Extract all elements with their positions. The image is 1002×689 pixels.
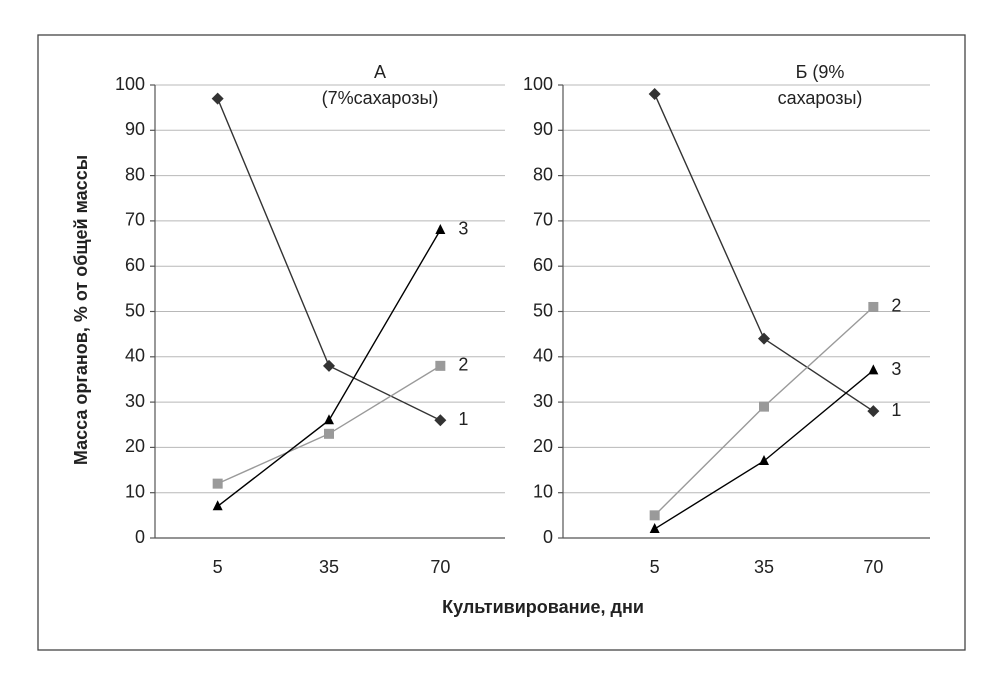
- y-tick-label: 100: [115, 74, 145, 94]
- x-tick-label: 5: [213, 557, 223, 577]
- chart-title: (7%сахарозы): [322, 88, 439, 108]
- marker: [649, 510, 660, 521]
- frame: [37, 34, 966, 651]
- y-tick-label: 90: [533, 119, 553, 139]
- x-axis-label: Культивирование, дни: [442, 597, 644, 617]
- series-label: 1: [458, 409, 468, 429]
- y-tick-label: 0: [543, 527, 553, 547]
- series-label: 1: [891, 400, 901, 420]
- series-line: [654, 369, 874, 530]
- marker: [759, 454, 769, 465]
- x-tick-label: 5: [650, 557, 660, 577]
- y-tick-label: 20: [125, 436, 145, 456]
- marker: [212, 500, 223, 511]
- x-tick-label: 35: [319, 557, 339, 577]
- y-tick-label: 50: [125, 300, 145, 320]
- x-tick-label: 70: [430, 557, 450, 577]
- y-tick-label: 20: [533, 436, 553, 456]
- marker: [434, 414, 447, 427]
- marker: [759, 401, 769, 412]
- y-tick-label: 60: [533, 255, 553, 275]
- marker: [868, 301, 879, 312]
- x-tick-label: 35: [754, 557, 774, 577]
- y-tick-label: 50: [533, 300, 553, 320]
- series-label: 2: [891, 296, 901, 316]
- y-tick-label: 40: [125, 346, 145, 366]
- y-tick-label: 100: [523, 74, 553, 94]
- marker: [324, 428, 334, 439]
- marker: [867, 405, 880, 418]
- marker: [758, 332, 770, 345]
- y-tick-label: 70: [533, 210, 553, 230]
- series-label: 3: [458, 219, 468, 239]
- series-line: [217, 365, 441, 485]
- y-tick-label: 30: [125, 391, 145, 411]
- y-tick-label: 10: [533, 481, 553, 501]
- chart-title: А: [374, 62, 386, 82]
- y-tick-label: 90: [125, 119, 145, 139]
- series-label: 3: [891, 359, 901, 379]
- marker: [211, 92, 224, 105]
- series-line: [217, 98, 441, 421]
- y-tick-label: 40: [533, 346, 553, 366]
- marker: [435, 360, 446, 371]
- y-tick-label: 70: [125, 210, 145, 230]
- y-axis-label: Масса органов, % от общей массы: [71, 155, 91, 465]
- marker: [323, 359, 335, 372]
- y-tick-label: 30: [533, 391, 553, 411]
- y-tick-label: 60: [125, 255, 145, 275]
- marker: [212, 478, 223, 489]
- series-label: 2: [458, 355, 468, 375]
- marker: [649, 522, 660, 533]
- marker: [435, 223, 446, 234]
- y-tick-label: 10: [125, 481, 145, 501]
- marker: [648, 88, 661, 101]
- chart-title: Б (9%: [796, 62, 845, 82]
- marker: [324, 414, 334, 425]
- y-tick-label: 0: [135, 527, 145, 547]
- chart-title: сахарозы): [778, 88, 863, 108]
- y-tick-label: 80: [125, 164, 145, 184]
- y-tick-label: 80: [533, 164, 553, 184]
- marker: [868, 364, 879, 375]
- series-line: [654, 93, 874, 412]
- x-tick-label: 70: [863, 557, 883, 577]
